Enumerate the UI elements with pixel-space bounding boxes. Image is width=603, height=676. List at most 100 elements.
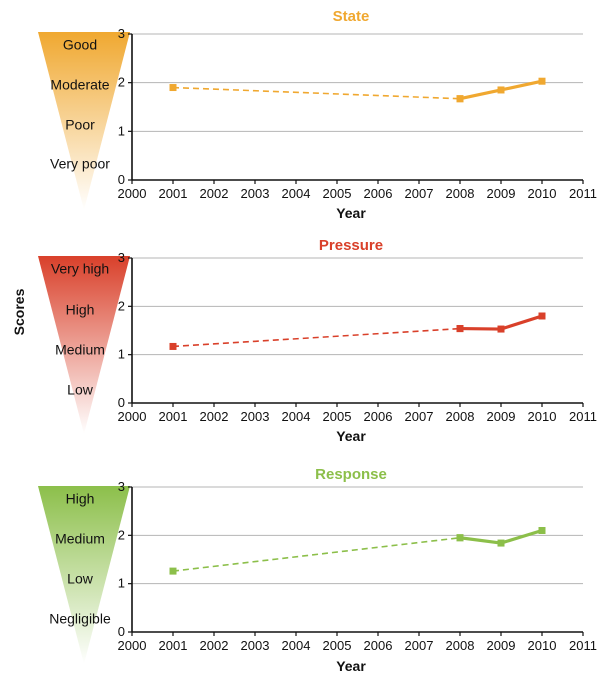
pressure-data-point: [538, 312, 546, 320]
state-data-point: [538, 77, 546, 85]
pressure-x-tick-label: 2003: [241, 409, 270, 424]
response-x-tick-label: 2002: [200, 638, 229, 653]
pressure-x-tick-label: 2005: [323, 409, 352, 424]
response-x-tick-label: 2007: [405, 638, 434, 653]
state-data-point: [169, 84, 177, 92]
state-scale-label: Good: [63, 37, 97, 53]
pressure-scale-labels: Very high High Medium Low: [51, 261, 109, 398]
response-axes: [131, 487, 583, 633]
state-x-tick-label: 2010: [528, 186, 557, 201]
state-x-tick-label: 2009: [487, 186, 516, 201]
pressure-scale-triangle: [38, 256, 130, 434]
state-x-tick-label: 2003: [241, 186, 270, 201]
state-y-tick-label: 1: [118, 123, 125, 138]
response-scale-labels: High Medium Low Negligible: [49, 491, 111, 627]
response-lines: [172, 528, 543, 572]
response-data-point: [456, 534, 464, 542]
response-x-tick-label: 2006: [364, 638, 393, 653]
response-scale-label: Low: [67, 571, 94, 587]
state-scale-triangle: [38, 32, 130, 210]
response-panel: Response High Medium Low Negligible 0 1 2 3 20…: [38, 466, 597, 674]
state-x-tick-label: 2004: [282, 186, 311, 201]
state-data-point: [497, 86, 505, 94]
pressure-scale-label: Low: [67, 382, 94, 398]
state-x-tick-label: 2006: [364, 186, 393, 201]
state-x-tick-label: 2007: [405, 186, 434, 201]
response-scale-label: Negligible: [49, 611, 111, 627]
pressure-lines: [172, 314, 543, 348]
response-y-ticks: 0 1 2 3: [118, 479, 132, 639]
state-x-tick-label: 2000: [118, 186, 147, 201]
pressure-data-point: [497, 325, 505, 333]
pressure-x-ticks: 2000 2001 2002 2003 2004 2005 2006 2007 2008 2009…: [118, 403, 597, 424]
response-y-tick-label: 2: [118, 527, 125, 542]
state-grid: [132, 33, 583, 132]
pressure-x-tick-label: 2011: [569, 409, 597, 424]
pressure-x-tick-label: 2000: [118, 409, 147, 424]
state-x-tick-label: 2005: [323, 186, 352, 201]
pressure-points: [169, 312, 546, 350]
response-x-tick-label: 2003: [241, 638, 270, 653]
response-x-tick-label: 2005: [323, 638, 352, 653]
state-data-point: [456, 95, 464, 103]
response-scale-triangle: [38, 486, 130, 664]
pressure-data-point: [169, 342, 177, 350]
pressure-y-tick-label: 3: [118, 250, 125, 265]
pressure-panel: Pressure Very high High Medium Low 0 1 2 3 200…: [38, 237, 597, 444]
state-x-axis-label: Year: [336, 205, 366, 221]
pressure-y-tick-label: 0: [118, 395, 125, 410]
response-grid: [132, 486, 583, 585]
pressure-x-tick-label: 2009: [487, 409, 516, 424]
response-y-tick-label: 0: [118, 624, 125, 639]
pressure-x-axis-label: Year: [336, 428, 366, 444]
state-lines: [172, 79, 543, 101]
state-scale-label: Very poor: [50, 156, 110, 172]
state-panel: State Good Moderate Poor Very poor 0 1 2 3 200…: [38, 8, 597, 221]
pressure-x-tick-label: 2006: [364, 409, 393, 424]
state-x-tick-label: 2011: [569, 186, 597, 201]
response-x-axis-label: Year: [336, 658, 366, 674]
state-scale-label: Moderate: [50, 77, 109, 93]
response-x-tick-label: 2000: [118, 638, 147, 653]
response-data-point: [169, 567, 177, 575]
response-title: Response: [315, 466, 387, 483]
pressure-title: Pressure: [319, 237, 383, 254]
pressure-scale-label: Medium: [55, 342, 105, 358]
pressure-x-tick-label: 2008: [446, 409, 475, 424]
state-points: [169, 77, 546, 103]
response-scale-label: High: [66, 491, 95, 507]
response-scale-label: Medium: [55, 531, 105, 547]
response-x-tick-label: 2008: [446, 638, 475, 653]
pressure-y-tick-label: 2: [118, 298, 125, 313]
state-series-line-dashed: [172, 86, 461, 100]
pressure-scale-label: Very high: [51, 261, 109, 277]
pressure-x-tick-label: 2007: [405, 409, 434, 424]
pressure-axes: [131, 258, 583, 404]
pressure-data-point: [456, 325, 464, 333]
response-x-ticks: 2000 2001 2002 2003 2004 2005 2006 2007 2008 2009…: [118, 632, 597, 653]
response-points: [169, 527, 546, 575]
response-x-tick-label: 2010: [528, 638, 557, 653]
state-scale-labels: Good Moderate Poor Very poor: [50, 37, 110, 172]
pressure-x-tick-label: 2001: [159, 409, 188, 424]
state-x-ticks: 2000 2001 2002 2003 2004 2005 2006 2007 2008 2009…: [118, 180, 597, 201]
pressure-x-tick-label: 2004: [282, 409, 311, 424]
response-series-line-dashed: [172, 536, 461, 572]
pressure-y-tick-label: 1: [118, 347, 125, 362]
y-axis-label: Scores: [11, 288, 27, 335]
state-y-tick-label: 0: [118, 172, 125, 187]
pressure-scale-label: High: [66, 302, 95, 318]
state-title: State: [333, 8, 370, 25]
response-y-tick-label: 3: [118, 479, 125, 494]
response-x-tick-label: 2001: [159, 638, 188, 653]
response-data-point: [538, 527, 546, 534]
state-y-tick-label: 3: [118, 26, 125, 41]
state-y-tick-label: 2: [118, 75, 125, 90]
response-x-tick-label: 2011: [569, 638, 597, 653]
pressure-grid: [132, 257, 583, 356]
response-data-point: [497, 539, 505, 547]
state-axes: [131, 34, 583, 181]
response-y-tick-label: 1: [118, 576, 125, 591]
pressure-series-line-dashed: [172, 327, 461, 348]
